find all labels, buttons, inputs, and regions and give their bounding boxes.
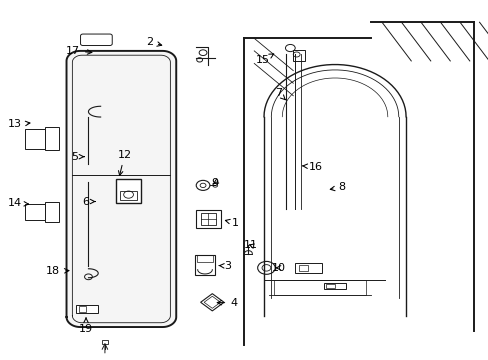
Text: 18: 18	[46, 266, 69, 276]
Bar	[79, 306, 86, 312]
Text: 1: 1	[225, 218, 239, 228]
Text: 8: 8	[329, 182, 345, 192]
Bar	[120, 191, 137, 200]
Bar	[200, 213, 216, 225]
Text: 4: 4	[217, 298, 237, 308]
Bar	[76, 305, 98, 313]
FancyBboxPatch shape	[81, 34, 112, 45]
Text: 11: 11	[244, 240, 257, 250]
Bar	[323, 283, 345, 289]
Text: 14: 14	[8, 198, 28, 208]
Bar	[25, 129, 44, 149]
Text: 10: 10	[271, 263, 285, 273]
Bar	[325, 284, 334, 288]
Polygon shape	[200, 294, 224, 311]
Text: 16: 16	[302, 162, 322, 172]
Text: 2: 2	[145, 37, 162, 47]
Polygon shape	[66, 51, 176, 327]
Text: 13: 13	[8, 120, 30, 129]
Bar	[25, 204, 44, 220]
Text: 19: 19	[79, 318, 93, 334]
Bar	[102, 340, 108, 344]
Text: 9: 9	[211, 177, 218, 188]
Text: 17: 17	[66, 46, 92, 56]
Text: 5: 5	[71, 152, 84, 162]
Text: 7: 7	[275, 88, 285, 100]
Text: 15: 15	[256, 54, 273, 65]
Bar	[195, 210, 221, 228]
Bar	[116, 180, 141, 203]
Bar	[299, 265, 307, 271]
Bar	[194, 255, 215, 275]
Bar	[44, 127, 59, 150]
Bar	[273, 280, 366, 295]
Bar	[293, 50, 305, 61]
Text: 12: 12	[117, 150, 131, 175]
Text: 6: 6	[82, 197, 95, 207]
Bar	[197, 255, 212, 262]
Bar	[295, 263, 322, 273]
Text: 3: 3	[219, 261, 231, 271]
Bar	[44, 202, 59, 222]
